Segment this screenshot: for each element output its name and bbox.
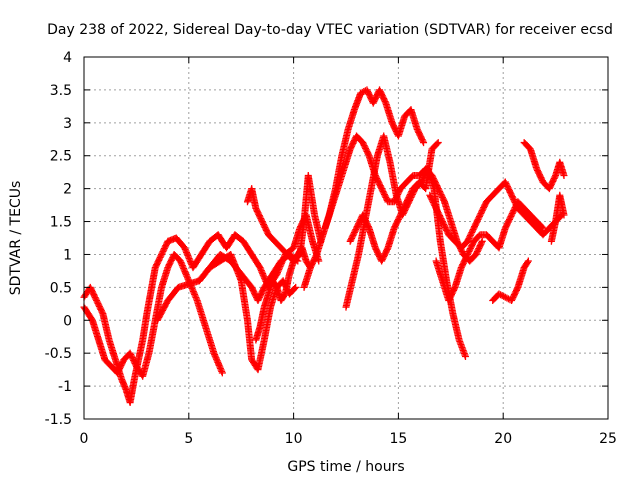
data-point <box>539 224 547 232</box>
data-point <box>495 290 503 298</box>
x-tick-label: 20 <box>494 431 512 447</box>
series-track <box>426 178 566 252</box>
data-point <box>560 211 568 219</box>
y-tick-label: 3.5 <box>50 83 72 99</box>
chart-title: Day 238 of 2022, Sidereal Day-to-day VTE… <box>47 22 613 38</box>
data-point <box>503 294 511 302</box>
plot-frame <box>83 56 609 420</box>
series-track <box>520 139 568 193</box>
y-tick-label: -1.5 <box>45 412 72 428</box>
y-tick-label: 0.5 <box>50 280 72 296</box>
data-point <box>478 237 486 245</box>
x-tick-label: 0 <box>80 431 89 447</box>
data-point <box>501 293 509 301</box>
data-point <box>98 308 106 316</box>
series-track <box>432 198 547 305</box>
series-track <box>346 139 442 265</box>
data-point <box>357 89 365 97</box>
x-tick-label: 25 <box>599 431 617 447</box>
series-track <box>195 250 300 374</box>
series-track <box>489 257 532 305</box>
data-point <box>315 257 323 265</box>
y-tick-label: 1 <box>63 247 72 263</box>
x-axis-label: GPS time / hours <box>287 459 404 475</box>
y-axis-label: SDTVAR / TECUs <box>8 181 24 296</box>
x-tick-label: 10 <box>285 431 303 447</box>
series-track <box>80 250 226 380</box>
data-point <box>420 139 428 147</box>
data-point <box>433 140 441 148</box>
series-track <box>342 132 469 360</box>
y-tick-label: 0 <box>63 313 72 329</box>
series-track <box>547 191 568 245</box>
data-point <box>291 284 299 292</box>
x-tick-label: 15 <box>389 431 407 447</box>
data-point <box>497 291 505 299</box>
data-point <box>358 88 366 96</box>
data-point <box>218 369 226 377</box>
x-tick-label: 5 <box>184 431 193 447</box>
data-point <box>419 137 427 145</box>
series-track <box>252 244 314 344</box>
data-point <box>461 352 469 360</box>
data-point <box>478 239 486 247</box>
y-tick-label: 4 <box>63 50 72 66</box>
data-point <box>538 223 546 231</box>
data-points <box>80 86 568 407</box>
data-point <box>500 292 508 300</box>
y-tick-label: 2.5 <box>50 149 72 165</box>
y-tick-label: -0.5 <box>45 346 72 362</box>
y-tick-label: -1 <box>58 379 72 395</box>
y-tick-label: 3 <box>63 116 72 132</box>
y-tick-label: 1.5 <box>50 215 72 231</box>
data-point <box>560 171 568 179</box>
axis-ticks: 0 5 10 15 20 25 -1.5 -1 -0.5 0 0.5 1 1.5 2 2.5 3 3.5 4 <box>45 50 617 447</box>
y-tick-label: 2 <box>63 182 72 198</box>
data-point <box>524 258 532 266</box>
data-point <box>524 257 532 265</box>
data-point <box>434 139 442 147</box>
grid-lines <box>84 57 608 419</box>
data-point <box>498 292 506 300</box>
data-point <box>292 283 300 291</box>
